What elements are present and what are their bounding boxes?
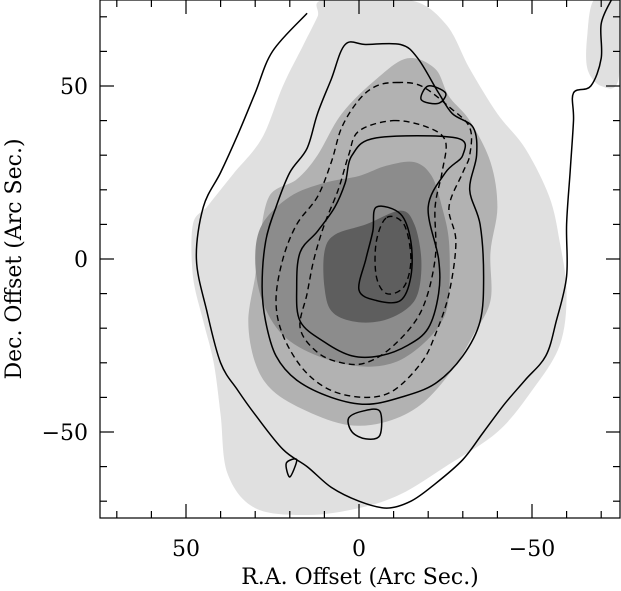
y-tick-label: 0 <box>74 248 88 273</box>
filled-contour-level-4 <box>323 210 422 323</box>
line-contours <box>195 0 613 509</box>
dashed-contour-line <box>299 119 447 366</box>
x-tick-label: 0 <box>352 537 366 562</box>
axis-tick-labels: 50 0 −50 50 0 −50 <box>42 75 556 562</box>
dashed-contour-line <box>374 215 412 295</box>
axis-ticks <box>100 0 620 518</box>
y-tick-label: 50 <box>60 75 88 100</box>
solid-contour-line <box>420 85 447 105</box>
x-axis-title: R.A. Offset (Arc Sec.) <box>241 565 479 590</box>
solid-contour-line <box>295 135 467 359</box>
x-tick-label: −50 <box>509 537 555 562</box>
solid-contour-line <box>195 0 613 509</box>
filled-contours <box>191 0 620 515</box>
y-tick-label: −50 <box>42 421 88 446</box>
solid-contour-line <box>347 408 383 441</box>
y-axis-title: Dec. Offset (Arc Sec.) <box>2 138 27 379</box>
x-tick-label: 50 <box>172 537 200 562</box>
solid-contour-line <box>285 458 298 478</box>
solid-contour-line <box>357 205 413 304</box>
filled-contour-level-1 <box>586 0 620 89</box>
dashed-contour-line <box>275 81 473 399</box>
solid-contour-line <box>261 41 485 406</box>
